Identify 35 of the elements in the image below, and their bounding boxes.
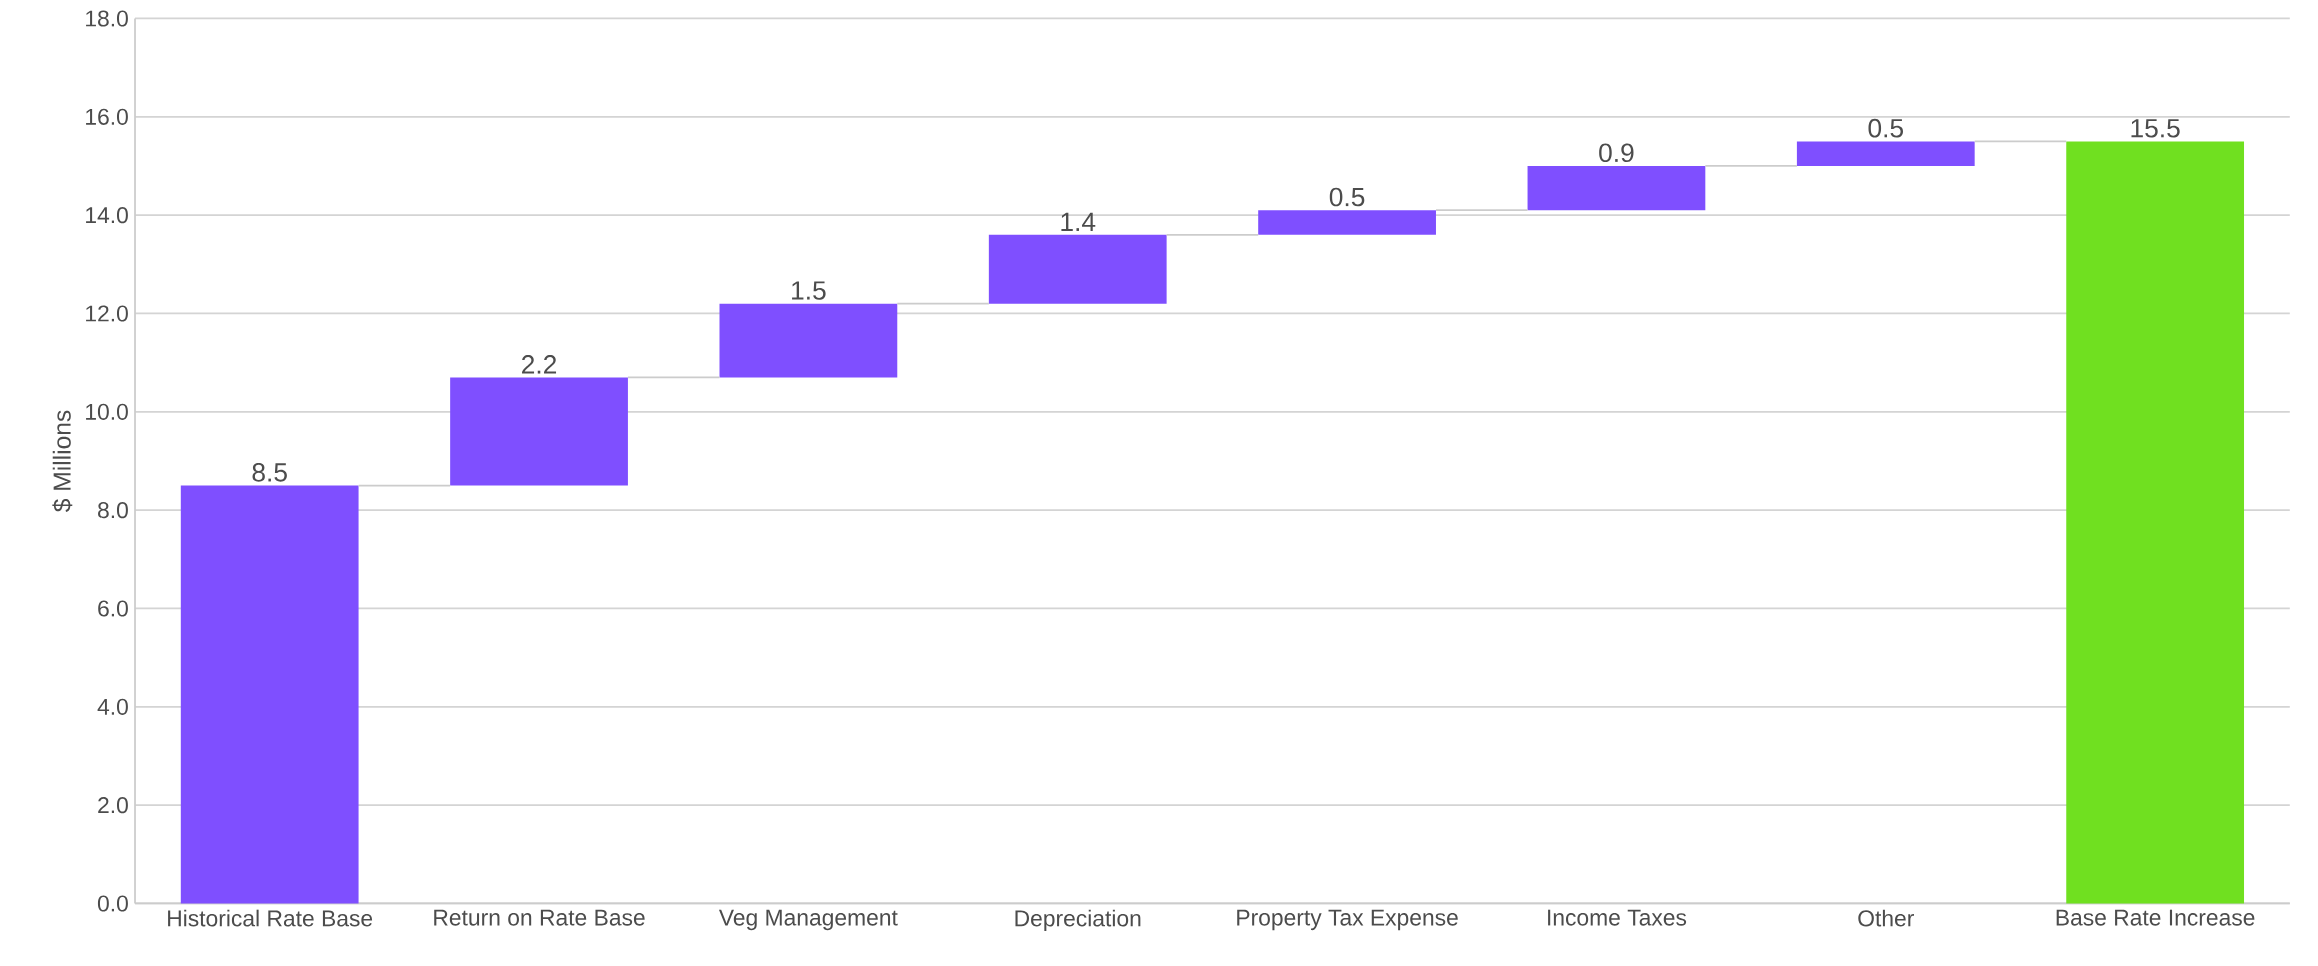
bar [1796,141,1975,166]
data-label: 0.5 [1868,118,1904,138]
y-tick-label: 4.0 [97,698,128,715]
x-tick-label: Return on Rate Base [434,909,645,926]
x-tick-label: Property Tax Expense [1237,909,1458,931]
y-tick-label: 18.0 [86,10,128,27]
y-tick-label: 10.0 [86,403,128,420]
bar [2066,141,2245,904]
y-tick-label: 12.0 [86,305,128,322]
data-label: 1.4 [1061,212,1096,231]
data-label: 8.5 [252,463,287,482]
bar [988,234,1167,304]
data-label: 1.5 [792,281,826,300]
data-label: 15.5 [2131,119,2180,138]
x-tick-label: Veg Management [718,909,898,931]
bar [450,377,628,486]
y-axis-title: $ Millions [52,410,73,512]
bar [1258,210,1436,235]
data-label: 0.5 [1329,187,1365,207]
y-tick-label: 0.0 [97,895,128,912]
bar [180,485,359,904]
data-label: 2.2 [522,355,557,374]
x-tick-label: Historical Rate Base [168,909,373,927]
y-tick-label: 2.0 [98,797,128,814]
x-tick-label: Base Rate Increase [2056,909,2255,926]
bar [719,303,898,378]
x-tick-label: Depreciation [1015,909,1141,931]
bar [1527,165,1706,211]
y-tick-label: 6.0 [98,600,128,617]
y-tick-label: 8.0 [98,502,128,519]
data-label: 0.9 [1599,143,1634,163]
y-tick-label: 14.0 [86,207,128,224]
x-tick-label: Income Taxes [1548,909,1687,926]
x-tick-label: Other [1858,909,1914,927]
y-tick-label: 16.0 [86,108,128,125]
